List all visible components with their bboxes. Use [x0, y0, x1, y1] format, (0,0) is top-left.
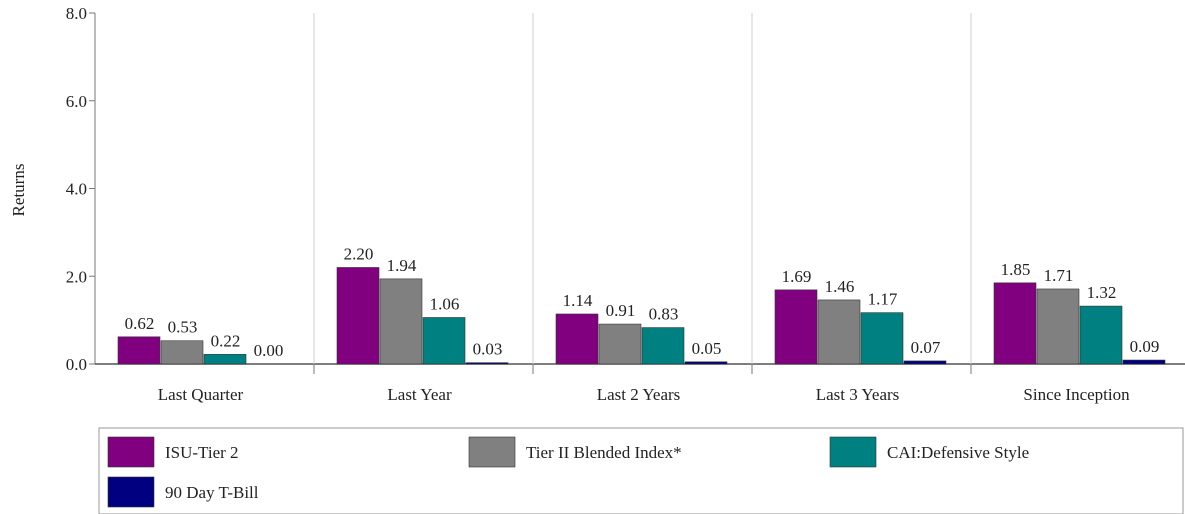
bar-value-label: 0.83 [649, 305, 679, 324]
bar-value-label: 1.71 [1044, 266, 1074, 285]
legend-swatch [829, 436, 877, 468]
bar [817, 299, 861, 365]
category-label: Last Quarter [158, 385, 244, 404]
bar-value-label: 0.91 [606, 301, 636, 320]
legend-label: 90 Day T-Bill [165, 483, 259, 502]
bar-value-label: 0.03 [473, 340, 503, 359]
y-tick-label: 0.0 [66, 355, 87, 374]
category-separators [313, 13, 972, 374]
bar [641, 327, 685, 365]
bar-value-label: 1.17 [868, 290, 898, 309]
bar-value-label: 0.62 [125, 314, 155, 333]
bars [117, 267, 1166, 365]
bar [379, 278, 423, 365]
bar [203, 354, 247, 365]
bar [1036, 288, 1080, 365]
bar-value-labels: 0.62 0.53 0.22 0.00 2.20 1.94 1.06 0.03 1.14 0.91… [125, 244, 1160, 360]
category-label: Last 2 Years [597, 385, 681, 404]
bar [684, 361, 728, 365]
legend-swatch [107, 476, 155, 508]
bar [774, 289, 818, 365]
category-label: Since Inception [1023, 385, 1130, 404]
bar-value-label: 1.85 [1001, 260, 1031, 279]
y-tick-label: 4.0 [66, 180, 87, 199]
bar [1079, 305, 1123, 365]
legend-label: CAI:Defensive Style [887, 443, 1029, 462]
bar-value-label: 0.07 [911, 338, 941, 357]
legend-label: ISU-Tier 2 [165, 443, 239, 462]
bar-value-label: 0.05 [692, 339, 722, 358]
category-label: Last Year [387, 385, 452, 404]
bar [465, 362, 509, 365]
category-labels: Last Quarter Last Year Last 2 Years Last 3 … [158, 385, 1130, 404]
bar [1122, 359, 1166, 365]
legend-swatch [107, 436, 155, 468]
bar-value-label: 1.69 [782, 267, 812, 286]
bar [993, 282, 1037, 365]
bar-value-label: 0.53 [168, 318, 198, 337]
bar [903, 360, 947, 365]
y-tick-label: 2.0 [66, 267, 87, 286]
y-axis-label: Returns [9, 164, 28, 217]
legend-label: Tier II Blended Index* [526, 443, 682, 462]
legend: ISU-Tier 2 Tier II Blended Index* CAI:Defe… [98, 427, 1184, 514]
bar-value-label: 1.06 [430, 294, 460, 313]
bar [160, 340, 204, 365]
bar [598, 323, 642, 365]
category-label: Last 3 Years [816, 385, 900, 404]
bar [336, 267, 380, 365]
legend-swatch [468, 436, 516, 468]
y-axis-ticks: 0.0 2.0 4.0 6.0 8.0 [66, 4, 95, 374]
bar [860, 312, 904, 365]
bar-value-label: 1.94 [387, 256, 417, 275]
y-tick-label: 8.0 [66, 4, 87, 23]
bar-value-label: 2.20 [344, 244, 374, 263]
bar-value-label: 1.32 [1087, 283, 1117, 302]
bar-value-label: 1.14 [563, 291, 593, 310]
bar-value-label: 0.22 [211, 331, 241, 350]
bar-value-label: 0.00 [254, 341, 284, 360]
bar-value-label: 1.46 [825, 277, 855, 296]
bar [117, 336, 161, 365]
y-tick-label: 6.0 [66, 92, 87, 111]
bar [555, 313, 599, 365]
bar [422, 317, 466, 365]
legend-frame [98, 427, 1184, 514]
bar-value-label: 0.09 [1130, 337, 1160, 356]
